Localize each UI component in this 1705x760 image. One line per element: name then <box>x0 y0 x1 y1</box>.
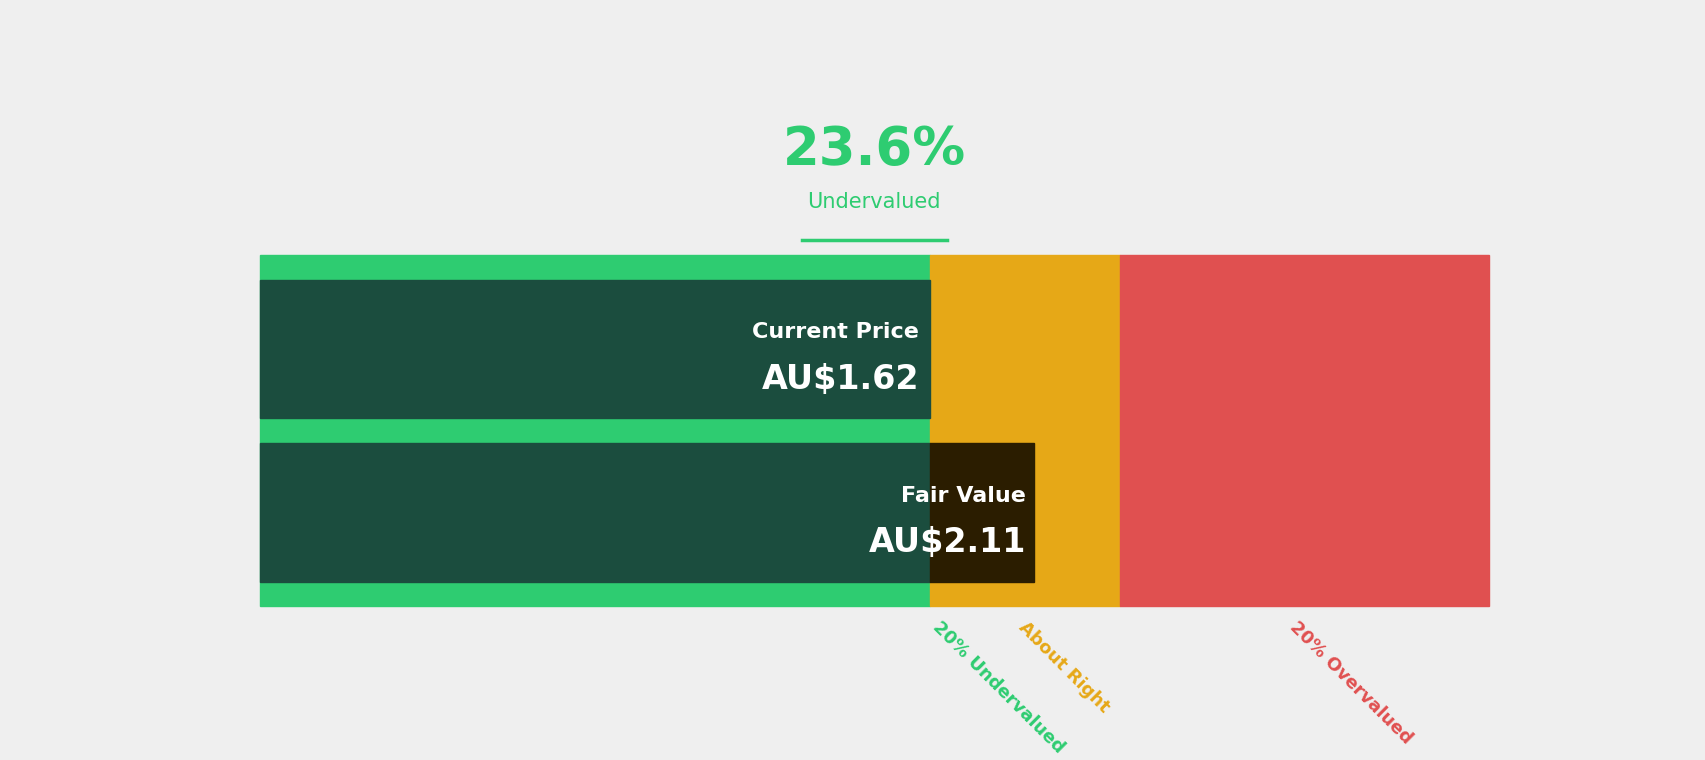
Text: AU$1.62: AU$1.62 <box>760 363 919 396</box>
Bar <box>259 443 929 581</box>
Bar <box>929 443 1033 581</box>
Text: 20% Undervalued: 20% Undervalued <box>929 618 1067 756</box>
Text: Fair Value: Fair Value <box>900 486 1026 505</box>
Bar <box>259 255 929 606</box>
Text: 20% Overvalued: 20% Overvalued <box>1286 618 1415 747</box>
Bar <box>1120 255 1488 606</box>
Text: AU$2.11: AU$2.11 <box>868 526 1026 559</box>
Bar <box>259 280 929 418</box>
Bar <box>929 255 1120 606</box>
Text: Undervalued: Undervalued <box>806 192 941 212</box>
Text: Current Price: Current Price <box>752 322 919 342</box>
Text: About Right: About Right <box>1014 618 1113 716</box>
Text: 23.6%: 23.6% <box>783 124 965 176</box>
